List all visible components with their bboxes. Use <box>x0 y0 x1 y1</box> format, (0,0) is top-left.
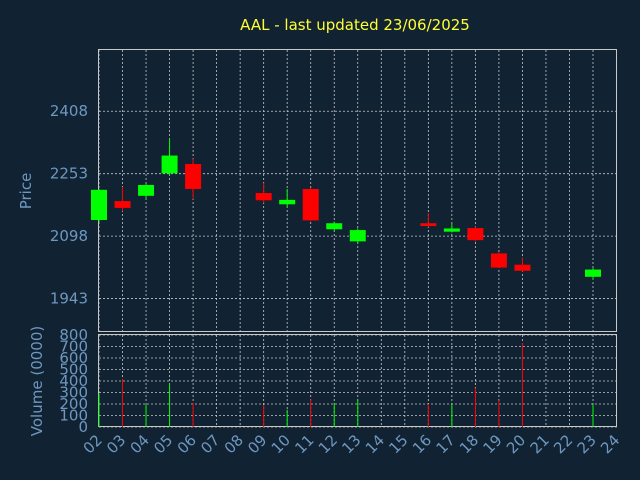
x-tick-label: 17 <box>432 431 458 457</box>
x-tick-label: 15 <box>385 431 411 457</box>
x-ticks: 0203040506070809101112131415161718192021… <box>80 431 624 457</box>
chart-title: AAL - last updated 23/06/2025 <box>240 16 470 34</box>
volume-tick-label: 500 <box>59 361 88 379</box>
volume-tick-label: 600 <box>59 349 88 367</box>
candle-body <box>255 193 272 201</box>
price-tick-label: 2098 <box>50 227 88 245</box>
candle-body <box>490 253 507 268</box>
volume-tick-label: 700 <box>59 338 88 356</box>
candle-body <box>514 264 531 271</box>
x-tick-label: 23 <box>574 431 600 457</box>
volume-bars <box>98 343 594 427</box>
x-tick-label: 06 <box>174 431 200 457</box>
x-tick-label: 05 <box>150 431 176 457</box>
candle-body <box>467 228 484 241</box>
x-axis-label: Day <box>332 457 362 475</box>
candle-body <box>161 155 178 174</box>
volume-tick-label: 100 <box>59 407 88 425</box>
candle-body <box>185 164 202 189</box>
price-panel: 1943 2098 2253 2408 Price <box>17 49 617 332</box>
x-tick-label: 09 <box>244 431 270 457</box>
price-tick-label: 2253 <box>50 165 88 183</box>
price-tick-label: 2408 <box>50 102 88 120</box>
candle-body <box>138 184 155 196</box>
x-tick-label: 20 <box>503 431 529 457</box>
volume-tick-label: 400 <box>59 372 88 390</box>
candle-body <box>420 223 437 227</box>
x-tick-label: 14 <box>362 431 388 457</box>
candle-body <box>302 188 319 221</box>
price-grid <box>98 50 617 332</box>
volume-tick-label: 300 <box>59 384 88 402</box>
volume-tick-label: 0 <box>78 418 88 436</box>
x-tick-label: 19 <box>480 431 506 457</box>
volume-tick-label: 200 <box>59 395 88 413</box>
x-tick-label: 22 <box>550 431 576 457</box>
candles <box>91 138 601 280</box>
x-tick-label: 03 <box>103 431 129 457</box>
x-tick-label: 24 <box>597 431 623 457</box>
x-tick-label: 21 <box>527 431 553 457</box>
x-tick-label: 07 <box>197 431 223 457</box>
candle-body <box>114 201 131 208</box>
candle-body <box>585 269 601 277</box>
candle-body <box>326 223 343 230</box>
x-tick-label: 08 <box>221 431 247 457</box>
candle-body <box>91 189 107 221</box>
candle-body <box>279 199 296 205</box>
price-y-ticks: 1943 2098 2253 2408 <box>50 102 88 307</box>
x-tick-label: 16 <box>409 431 435 457</box>
candle-body <box>349 230 366 242</box>
price-tick-label: 1943 <box>50 290 88 308</box>
volume-tick-label: 800 <box>59 326 88 344</box>
x-tick-label: 13 <box>338 431 364 457</box>
x-tick-label: 18 <box>456 431 482 457</box>
x-tick-label: 11 <box>291 431 317 457</box>
x-tick-label: 12 <box>315 431 341 457</box>
price-axis-label: Price <box>17 173 35 210</box>
x-tick-label: 10 <box>268 431 294 457</box>
x-tick-label: 04 <box>127 431 153 457</box>
volume-axis-label: Volume (0000) <box>28 326 46 436</box>
candle-body <box>443 228 460 232</box>
